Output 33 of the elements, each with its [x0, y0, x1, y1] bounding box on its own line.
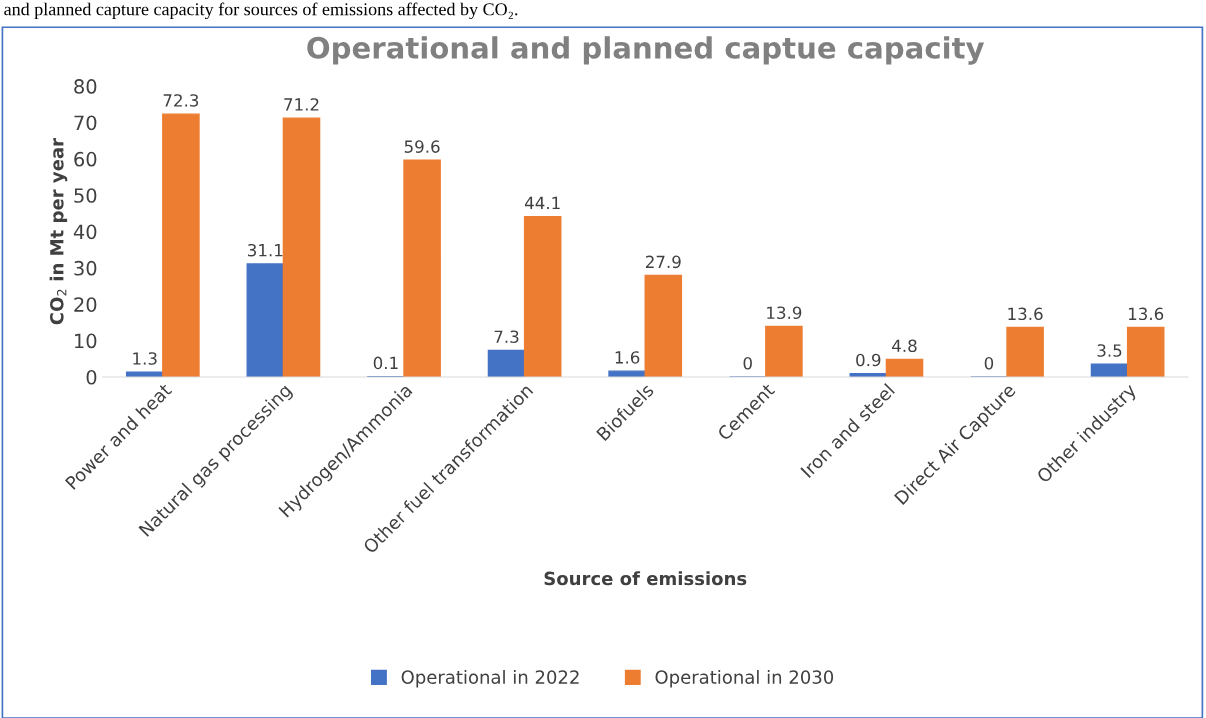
data-label: 0.9	[856, 353, 881, 367]
chart-title: Operational and planned captue capacity	[307, 36, 985, 65]
y-tick-label: 20	[74, 297, 97, 312]
data-label: 1.3	[133, 352, 157, 365]
data-label: 0	[984, 356, 994, 370]
data-label: 72.3	[163, 94, 199, 107]
y-tick-label: 60	[74, 151, 97, 167]
data-label: 13.6	[1008, 307, 1043, 321]
y-axis-title: CO$_{2}$ in Mt per year	[49, 138, 68, 325]
y-tick-label: 70	[74, 115, 97, 131]
data-label: 59.6	[404, 140, 440, 153]
data-label: 7.3	[494, 330, 519, 344]
legend-label: Operational in 2022	[401, 669, 579, 688]
data-label: 1.6	[615, 351, 640, 364]
text: and planned capture capacity for sources of emissions affected by CO₂.	[4, 2, 518, 20]
data-label: 13.9	[767, 306, 802, 320]
y-tick-label: 30	[74, 260, 97, 276]
data-label: 13.6	[1128, 307, 1164, 321]
y-tick-label: 50	[74, 188, 97, 203]
legend-label: Operational in 2030	[655, 669, 834, 688]
data-label: 0	[743, 356, 752, 370]
data-label: 44.1	[524, 196, 560, 210]
y-tick-label: 0	[86, 369, 97, 385]
data-label: 0.1	[373, 356, 398, 370]
data-label: 31.1	[248, 243, 283, 257]
y-tick-label: 80	[74, 79, 97, 94]
y-tick-label: 10	[75, 333, 97, 349]
data-label: 71.2	[284, 98, 319, 111]
x-axis-title: Source of emissions	[544, 571, 747, 586]
data-label: 4.8	[892, 339, 917, 353]
data-label: 3.5	[1097, 344, 1122, 357]
y-tick-label: 40	[73, 224, 97, 240]
data-label: 27.9	[645, 255, 681, 269]
